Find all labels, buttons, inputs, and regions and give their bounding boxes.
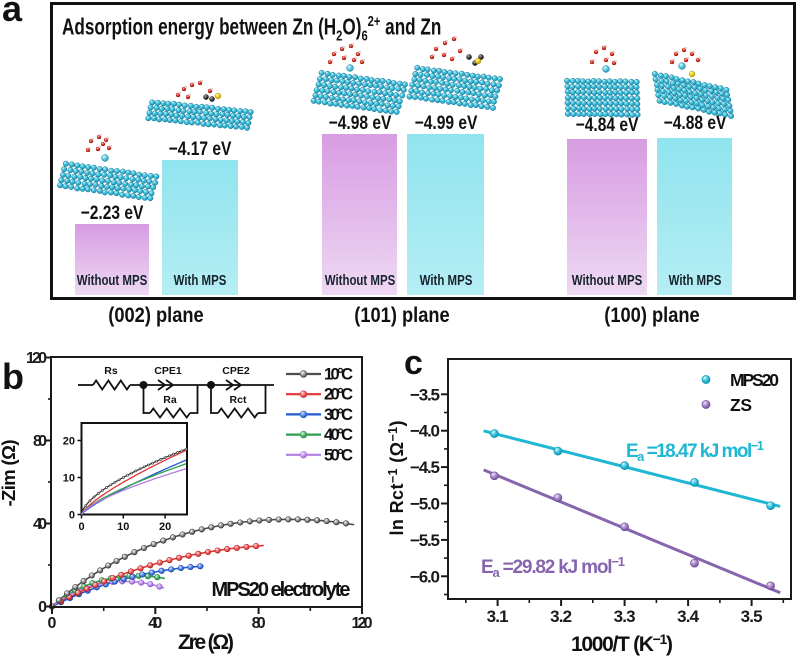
svg-text:MPS20 electrolyte: MPS20 electrolyte	[212, 579, 351, 601]
svg-text:20°C: 20°C	[324, 386, 353, 404]
svg-text:120: 120	[26, 350, 47, 367]
svg-text:−5.5: −5.5	[410, 531, 440, 550]
svg-text:3.3: 3.3	[614, 607, 636, 626]
svg-text:Ea =29.82 kJ mol−1: Ea =29.82 kJ mol−1	[481, 554, 625, 580]
svg-text:−6.0: −6.0	[410, 567, 440, 586]
svg-text:-Zim (Ω): -Zim (Ω)	[0, 440, 19, 507]
svg-text:50°C: 50°C	[324, 446, 353, 464]
svg-text:1000/T (K−1): 1000/T (K−1)	[571, 631, 673, 656]
svg-text:0: 0	[69, 510, 75, 522]
svg-text:10: 10	[117, 521, 129, 533]
svg-text:Rs: Rs	[104, 365, 118, 377]
svg-text:3.4: 3.4	[677, 607, 700, 626]
svg-text:ln Rct−1 (Ω−1): ln Rct−1 (Ω−1)	[386, 421, 407, 536]
svg-text:Zre (Ω): Zre (Ω)	[178, 631, 234, 654]
svg-text:−3.5: −3.5	[410, 385, 440, 404]
svg-text:40: 40	[148, 615, 162, 632]
svg-text:−4.0: −4.0	[410, 422, 440, 441]
svg-text:10: 10	[63, 473, 75, 485]
svg-text:CPE2: CPE2	[222, 365, 250, 377]
svg-text:Ea =18.47 kJ mol−1: Ea =18.47 kJ mol−1	[626, 438, 764, 464]
svg-text:Rct: Rct	[230, 394, 247, 406]
svg-text:80: 80	[33, 433, 47, 450]
svg-text:MPS20: MPS20	[730, 370, 779, 390]
svg-text:−4.5: −4.5	[410, 458, 440, 477]
svg-text:20: 20	[63, 436, 75, 448]
svg-text:0: 0	[78, 521, 84, 533]
svg-text:3.5: 3.5	[741, 607, 763, 626]
svg-text:Ra: Ra	[163, 394, 177, 406]
svg-text:0: 0	[38, 599, 47, 616]
svg-text:40: 40	[33, 516, 47, 533]
svg-text:30°C: 30°C	[324, 406, 353, 424]
svg-text:3.2: 3.2	[550, 607, 572, 626]
svg-text:CPE1: CPE1	[154, 365, 182, 377]
svg-text:ZS: ZS	[730, 395, 752, 415]
svg-text:20: 20	[159, 521, 171, 533]
svg-text:120: 120	[352, 615, 373, 632]
svg-text:80: 80	[252, 615, 266, 632]
svg-text:10°C: 10°C	[324, 366, 353, 384]
svg-text:−5.0: −5.0	[410, 495, 440, 514]
svg-text:3.1: 3.1	[487, 607, 509, 626]
svg-text:40°C: 40°C	[324, 426, 353, 444]
svg-text:0: 0	[48, 615, 57, 632]
